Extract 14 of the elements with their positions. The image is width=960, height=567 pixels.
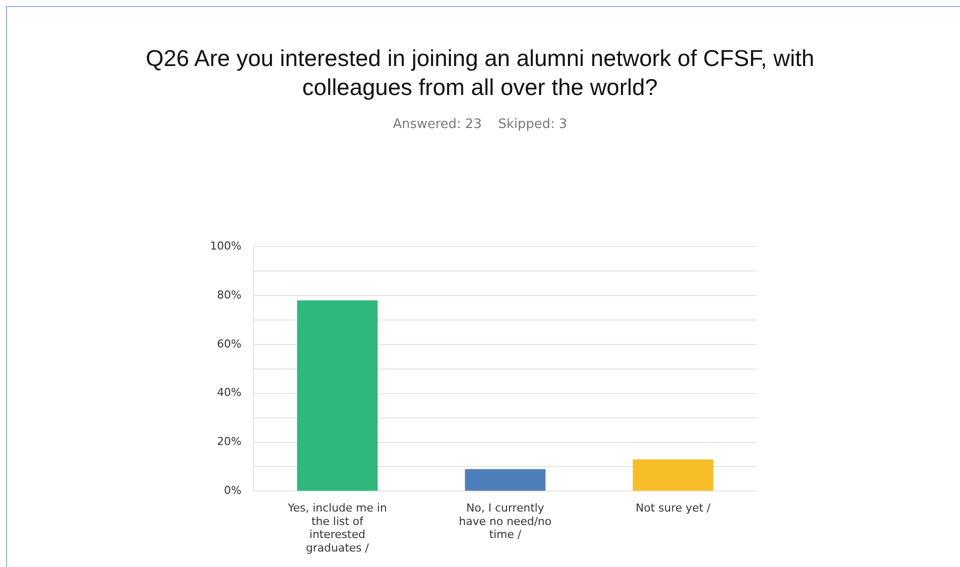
y-tick-label: 100% [210,239,242,252]
bar [632,459,714,491]
y-tick-label: 0% [224,484,242,498]
chart-title: Q26 Are you interested in joining an alumni network of CFSF, with colleagues from all over the world? [144,44,816,102]
bar [464,469,546,491]
bar [297,300,378,491]
chart-subtitle: Answered: 23 Skipped: 3 [392,117,568,132]
y-tick-label: 80% [216,288,242,302]
y-tick-label: 40% [216,386,242,400]
x-tick-label: No, I currently have no need/no time / [458,502,552,542]
y-tick-label: 20% [216,435,242,448]
y-tick-label: 60% [216,337,242,350]
x-tick-label: Yes, include me in the list of interested graduates / [286,502,387,554]
x-tick-label: Not sure yet / [636,502,711,515]
